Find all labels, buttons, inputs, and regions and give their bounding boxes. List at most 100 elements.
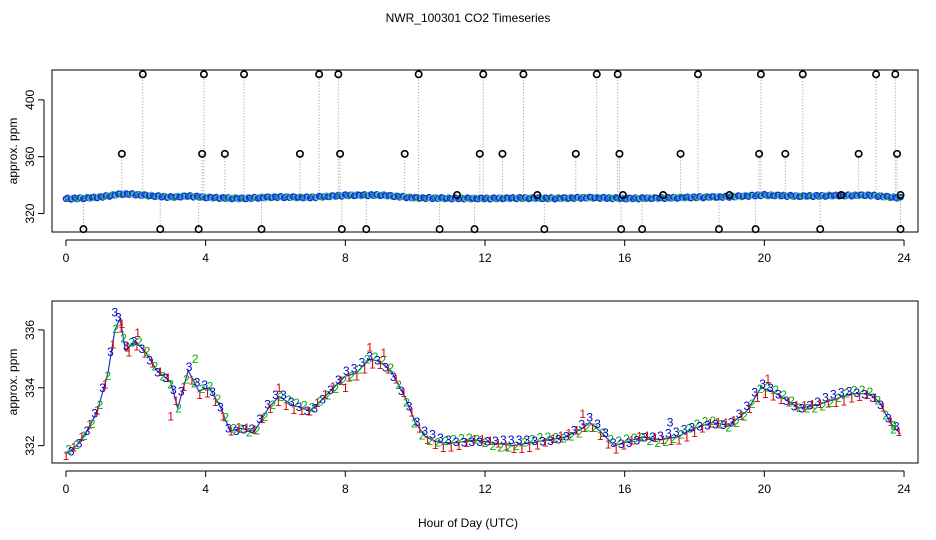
filtered-digit-1: 1	[793, 399, 800, 413]
filtered-digit-1: 1	[361, 362, 368, 376]
filtered-digit-2: 2	[254, 423, 261, 437]
filtered-digit-3: 3	[586, 410, 593, 424]
filtered-digit-3: 3	[673, 425, 680, 439]
filtered-digit-1: 1	[620, 438, 627, 452]
filtered-digit-2: 2	[270, 398, 277, 412]
filtered-label-1: 1	[342, 381, 349, 395]
filtered-digit-2: 2	[411, 417, 418, 431]
filtered-digit-2: 2	[97, 398, 104, 412]
filtered-digit-2: 2	[277, 390, 284, 404]
outlier-point	[475, 149, 484, 158]
filtered-digit-3: 3	[547, 434, 554, 448]
filtered-digit-1: 1	[644, 429, 651, 443]
filtered-digit-3: 3	[162, 371, 169, 385]
filtered-digit-2: 2	[686, 421, 693, 435]
filtered-digit-2: 2	[372, 350, 379, 364]
filtered-digit-3: 3	[634, 433, 641, 447]
filtered-digit-2: 2	[466, 431, 473, 445]
filtered-digit-2: 2	[356, 363, 363, 377]
filtered-digit-1: 1	[880, 400, 887, 414]
filtered-digit-1: 1	[699, 421, 706, 435]
filtered-digit-3: 3	[406, 400, 413, 414]
filtered-digit-3: 3	[563, 430, 570, 444]
filtered-digit-2: 2	[293, 396, 300, 410]
filtered-digit-2: 2	[120, 331, 127, 345]
filtered-digit-1: 1	[833, 396, 840, 410]
filtered-digit-1: 1	[133, 340, 140, 354]
filtered-digit-2: 2	[560, 431, 567, 445]
filtered-digit-1: 1	[290, 403, 297, 417]
filtered-digit-2: 2	[765, 381, 772, 395]
filtered-x-tick-label: 8	[342, 482, 349, 496]
filtered-digit-3: 3	[594, 417, 601, 431]
filtered-label-3: 3	[667, 416, 674, 430]
filtered-digit-1: 1	[251, 423, 258, 437]
outlier-point	[199, 70, 208, 79]
filtered-digit-3: 3	[861, 388, 868, 402]
filtered-digit-1: 1	[495, 436, 502, 450]
filtered-digit-3: 3	[437, 431, 444, 445]
filtered-digit-3: 3	[469, 435, 476, 449]
filtered-digit-2: 2	[301, 399, 308, 413]
filtered-digit-2: 2	[662, 435, 669, 449]
filtered-digit-2: 2	[796, 401, 803, 415]
outlier-point	[638, 225, 647, 234]
filtered-digit-1: 1	[102, 377, 109, 391]
filtered-digit-2: 2	[537, 431, 544, 445]
filtered-digit-3: 3	[429, 428, 436, 442]
filtered-digit-3: 3	[233, 424, 240, 438]
filtered-digit-3: 3	[343, 364, 350, 378]
outlier-point	[519, 70, 528, 79]
filtered-digit-2: 2	[317, 395, 324, 409]
filtered-digit-1: 1	[754, 391, 761, 405]
filtered-digit-3: 3	[689, 421, 696, 435]
filtered-y-tick-label: 334	[23, 377, 37, 397]
filtered-digit-3: 3	[885, 412, 892, 426]
filtered-digit-3: 3	[115, 310, 122, 324]
filtered-digit-1: 1	[353, 370, 360, 384]
filtered-digit-3: 3	[814, 395, 821, 409]
filtered-digit-2: 2	[584, 421, 591, 435]
filtered-y-tick-label: 332	[23, 435, 37, 455]
filtered-digit-2: 2	[890, 422, 897, 436]
filtered-digit-3: 3	[304, 404, 311, 418]
filtered-digit-2: 2	[757, 382, 764, 396]
filtered-digit-1: 1	[70, 441, 77, 455]
filtered-digit-2: 2	[812, 402, 819, 416]
filtered-digit-3: 3	[838, 386, 845, 400]
filtered-digit-2: 2	[152, 359, 159, 373]
outlier-point	[618, 191, 627, 200]
outlier-point	[872, 70, 881, 79]
filtered-digit-1: 1	[243, 421, 250, 435]
filtered-digit-1: 1	[235, 421, 242, 435]
filtered-digit-1: 1	[86, 418, 93, 432]
filtered-digit-1: 1	[125, 345, 132, 359]
filtered-digit-2: 2	[882, 409, 889, 423]
filtered-digit-1: 1	[228, 424, 235, 438]
filtered-digit-2: 2	[717, 417, 724, 431]
filtered-digit-3: 3	[720, 418, 727, 432]
filtered-digit-3: 3	[280, 388, 287, 402]
filtered-digit-1: 1	[895, 425, 902, 439]
panel-raw: approx. ppm 0 4 8 12 16 20 24 320 360 400	[6, 69, 919, 265]
filtered-digit-2: 2	[191, 377, 198, 391]
filtered-digit-3: 3	[186, 360, 193, 374]
filtered-digit-2: 2	[348, 370, 355, 384]
raw-x-tick-label: 4	[202, 251, 209, 265]
filtered-digit-2: 2	[230, 422, 237, 436]
raw-y-tick-label: 320	[23, 203, 37, 223]
filtered-digit-1: 1	[856, 390, 863, 404]
filtered-digit-2: 2	[262, 410, 269, 424]
filtered-digit-1: 1	[173, 394, 180, 408]
filtered-digit-2: 2	[835, 391, 842, 405]
filtered-digit-2: 2	[105, 369, 112, 383]
raw-x-tick-label: 8	[342, 251, 349, 265]
outlier-point	[694, 70, 703, 79]
filtered-digit-1: 1	[479, 433, 486, 447]
filtered-digit-3: 3	[288, 395, 295, 409]
outlier-point	[751, 225, 760, 234]
filtered-digit-2: 2	[207, 380, 214, 394]
outlier-point	[613, 70, 622, 79]
filtered-label-1: 1	[366, 340, 373, 354]
filtered-digit-1: 1	[715, 415, 722, 429]
